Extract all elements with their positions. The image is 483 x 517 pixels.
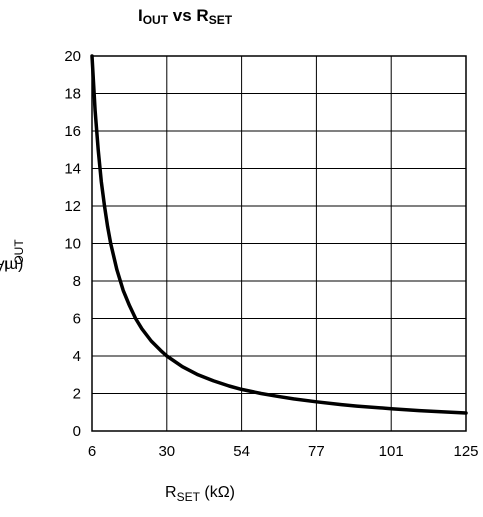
y-tick-label: 2 — [73, 386, 81, 403]
x-tick-label: 6 — [88, 443, 96, 460]
y-tick-label: 0 — [73, 423, 81, 440]
y-tick-label: 12 — [64, 198, 81, 215]
x-tick-label: 30 — [158, 443, 175, 460]
x-tick-label: 77 — [308, 443, 325, 460]
y-tick-label: 18 — [64, 86, 81, 103]
x-axis-label: RSET (kΩ) — [165, 484, 235, 504]
x-tick-label: 125 — [453, 443, 478, 460]
data-series-line — [90, 54, 468, 415]
y-tick-label: 6 — [73, 311, 81, 328]
y-tick-label: 14 — [64, 161, 81, 178]
plot-frame — [91, 55, 467, 432]
x-tick-label: 101 — [379, 443, 404, 460]
y-tick-label: 16 — [64, 123, 81, 140]
y-tick-label: 8 — [73, 273, 81, 290]
chart-title: IOUT vs RSET — [137, 6, 233, 27]
y-tick-label: 10 — [64, 236, 81, 253]
y-tick-label: 4 — [73, 348, 81, 365]
y-tick-label: 20 — [64, 48, 81, 65]
x-tick-label: 54 — [233, 443, 250, 460]
